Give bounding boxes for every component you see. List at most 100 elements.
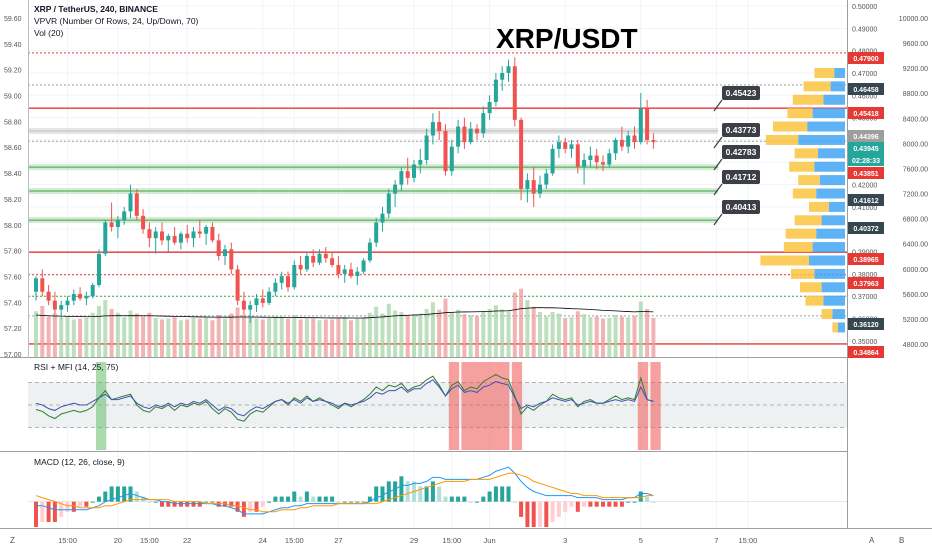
volume-bar (462, 314, 467, 357)
price-label: 02:28:33 (852, 158, 880, 165)
volume-bar (59, 318, 64, 357)
macd-histogram-bar (71, 501, 76, 512)
candle-body (197, 231, 202, 234)
volume-bar (235, 307, 240, 357)
volume-bar (412, 314, 416, 357)
volume-axis-tick: 7600.00 (903, 166, 928, 173)
price-axis-tick: 0.46000 (852, 93, 877, 100)
left-axis-tick: 57.00 (4, 352, 22, 359)
volume-bar (311, 318, 316, 357)
b-button[interactable]: B (899, 536, 904, 545)
volume-profile-up-bar (812, 108, 845, 119)
auto-scale-button[interactable]: A (869, 536, 875, 545)
volume-bar (506, 311, 511, 357)
macd-histogram-bar (147, 501, 152, 503)
time-axis-tick: 20 (114, 536, 122, 545)
volume-bar (279, 316, 284, 357)
rsi-highlight (650, 362, 661, 450)
macd-histogram-bar (512, 501, 517, 503)
z-button[interactable]: Z (10, 536, 15, 545)
macd-histogram-bar (405, 481, 410, 502)
macd-histogram-bar (40, 501, 45, 522)
macd-histogram-bar (311, 496, 316, 502)
volume-bar (160, 319, 164, 357)
left-axis-tick: 59.00 (4, 94, 22, 101)
candle-body (613, 139, 618, 154)
candle-body (34, 278, 38, 292)
macd-indicator-label[interactable]: MACD (12, 26, close, 9) (34, 457, 125, 467)
volume-axis-tick: 8000.00 (903, 141, 928, 148)
candle-body (235, 269, 240, 301)
price-label-box (848, 318, 884, 330)
price-callout-label: 0.43773 (726, 125, 757, 135)
price-callout-pointer (713, 99, 723, 112)
volume-indicator-label[interactable]: Vol (20) (34, 28, 63, 38)
volume-bar (386, 303, 391, 357)
candle-body (594, 155, 599, 163)
volume-profile-up-bar (821, 215, 845, 226)
volume-bar (191, 318, 196, 357)
candle-body (317, 253, 322, 263)
volume-bar (185, 319, 190, 357)
time-axis-tick: 15:00 (285, 536, 304, 545)
volume-bar (52, 313, 57, 357)
volume-bar (260, 319, 265, 357)
candle-body (380, 213, 385, 223)
candle-body (330, 258, 335, 265)
candle-body (487, 101, 492, 114)
volume-bar (330, 319, 335, 357)
left-axis-tick: 57.40 (4, 300, 22, 307)
candle-body (601, 162, 605, 165)
volume-bar (229, 313, 234, 357)
volume-bar (40, 306, 45, 357)
volume-bar (147, 312, 152, 357)
volume-bar (141, 316, 146, 357)
candle-body (342, 269, 347, 274)
vpvr-indicator-label[interactable]: VPVR (Number Of Rows, 24, Up/Down, 70) (34, 16, 199, 26)
candle-body (443, 131, 448, 172)
rsi-indicator-label[interactable]: RSI + MFI (14, 25, 75) (34, 362, 118, 372)
volume-bar (575, 311, 580, 357)
volume-axis-tick: 8400.00 (903, 116, 928, 123)
candle-body (525, 180, 530, 190)
macd-histogram-bar (575, 501, 580, 512)
volume-profile-down-bar (791, 268, 815, 279)
volume-bar (336, 318, 341, 357)
macd-histogram-bar (166, 501, 171, 507)
volume-bar (197, 318, 202, 357)
macd-histogram-bar (493, 486, 498, 502)
volume-bar (531, 306, 536, 357)
volume-bar (569, 317, 574, 357)
candle-body (399, 171, 404, 185)
volume-bar (519, 288, 524, 357)
volume-bar (223, 318, 227, 357)
macd-histogram-bar (141, 496, 146, 502)
volume-bar (619, 316, 624, 357)
volume-bar (204, 317, 209, 357)
volume-bar (367, 312, 372, 357)
price-label-box (848, 154, 884, 166)
macd-histogram-bar (380, 486, 385, 502)
candle-body (336, 264, 341, 274)
left-axis-tick: 58.60 (4, 145, 22, 152)
volume-axis-tick: 4800.00 (903, 342, 928, 349)
price-callout-box (722, 200, 760, 214)
price-axis-tick: 0.35000 (852, 339, 877, 346)
candle-body (166, 235, 171, 241)
volume-bar (550, 312, 555, 357)
volume-bar (216, 315, 221, 357)
volume-bar (399, 312, 404, 357)
candle-body (292, 264, 297, 288)
volume-axis-tick: 8800.00 (903, 91, 928, 98)
price-label: 0.45418 (853, 111, 878, 118)
volume-axis-tick: 5200.00 (903, 317, 928, 324)
candle-body (393, 184, 398, 194)
macd-histogram-bar (248, 501, 253, 512)
volume-profile-up-bar (819, 175, 845, 186)
candle-body (475, 128, 479, 134)
macd-histogram-bar (418, 486, 423, 502)
candle-body (141, 215, 146, 230)
volume-bar (286, 318, 290, 357)
volume-bar (323, 319, 328, 357)
